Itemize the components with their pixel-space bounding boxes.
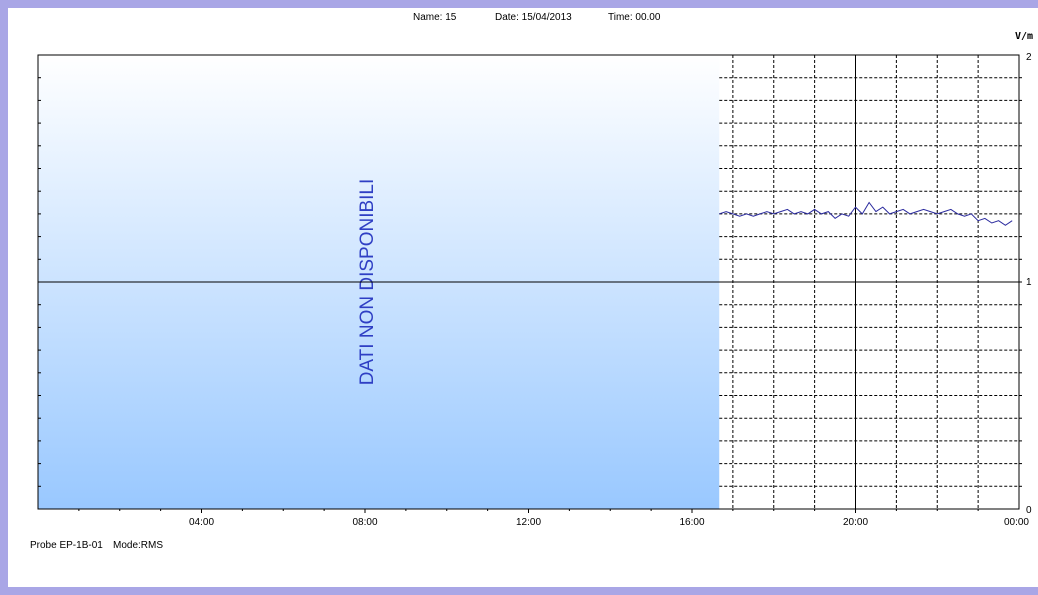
y-tick-label: 0 <box>1026 505 1032 516</box>
header-date: Date: 15/04/2013 <box>495 12 572 23</box>
x-tick-label: 16:00 <box>679 517 704 528</box>
header-time: Time: 00.00 <box>608 12 661 23</box>
x-tick-label: 12:00 <box>516 517 541 528</box>
chart-grid <box>38 55 1019 509</box>
y-tick-label: 1 <box>1026 277 1032 288</box>
y-tick-label: 2 <box>1026 52 1032 63</box>
header-name: Name: 15 <box>413 12 457 23</box>
mode-label: Mode:RMS <box>113 540 163 551</box>
report-window: Name: 15 Date: 15/04/2013 Time: 00.00 V/… <box>8 8 1038 587</box>
x-tick-label: 08:00 <box>352 517 377 528</box>
plot-frame <box>37 54 1020 510</box>
field-strength-chart: Name: 15 Date: 15/04/2013 Time: 00.00 V/… <box>30 12 1033 551</box>
series-line <box>719 201 1013 226</box>
x-tick-label: 20:00 <box>843 517 868 528</box>
probe-label: Probe EP-1B-01 <box>30 540 103 551</box>
x-tick-label: 00:00 <box>1004 517 1029 528</box>
x-tick-label: 04:00 <box>189 517 214 528</box>
axis-labels: 04:00 08:00 12:00 16:00 20:00 00:000 1 2 <box>189 52 1032 528</box>
unit-label: V/m <box>1015 31 1033 42</box>
